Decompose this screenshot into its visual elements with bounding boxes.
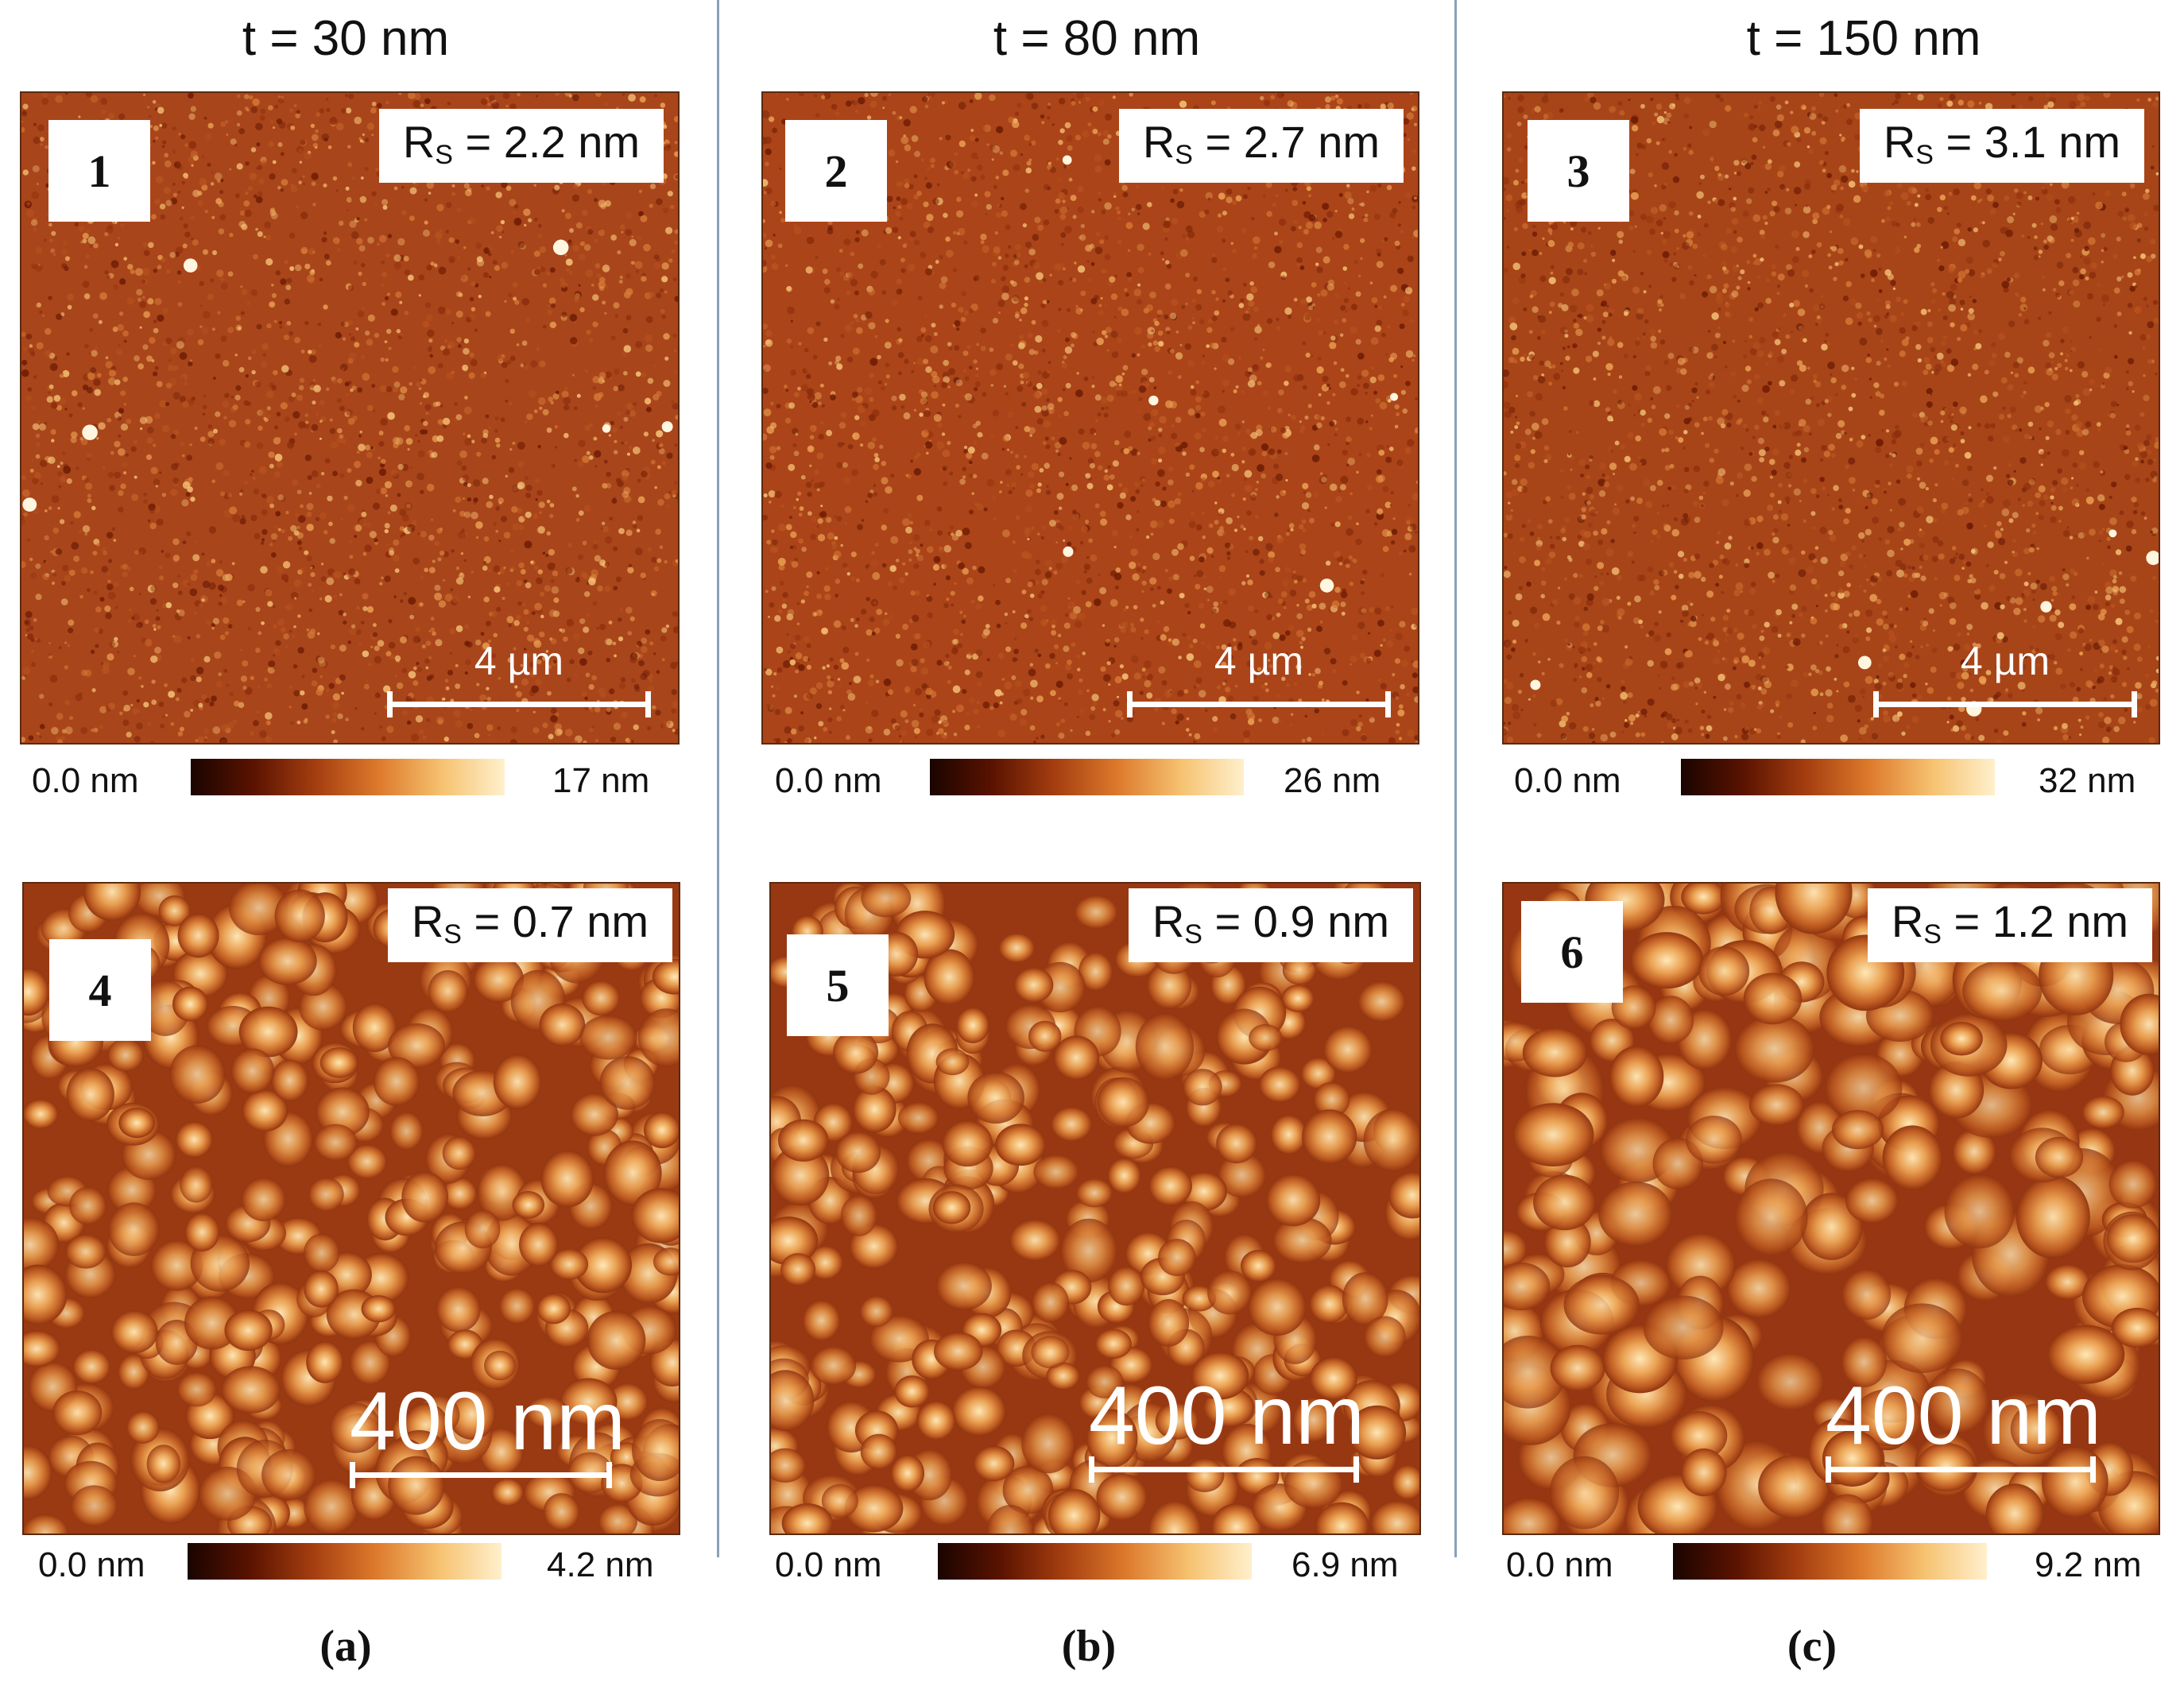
afm-texture [21, 93, 678, 743]
roughness-label-2: RS = 2.7 nm [1118, 109, 1404, 183]
color-scale-gradient [191, 759, 505, 795]
color-scale-gradient [1673, 1543, 1987, 1580]
scale-bar-line [1089, 1456, 1359, 1483]
scale-bar-line [387, 691, 651, 717]
panel-number-5: 5 [787, 934, 889, 1036]
column-title-c: t = 150 nm [1746, 11, 1981, 66]
scale-bar-line [350, 1462, 612, 1488]
scale-bar-3: 4 µm [1873, 639, 2137, 717]
scale-bar-label: 4 µm [474, 639, 564, 683]
scale-bar-1: 4 µm [387, 639, 651, 717]
color-scale-min: 0.0 nm [32, 761, 139, 800]
color-scale-gradient [1681, 759, 1995, 795]
roughness-label-3: RS = 3.1 nm [1859, 109, 2144, 183]
color-scale-max: 32 nm [2039, 761, 2136, 800]
afm-image-5: 5 RS = 0.9 nm 400 nm [769, 882, 1421, 1535]
panel-number-3: 3 [1528, 120, 1629, 222]
afm-image-4: 4 RS = 0.7 nm 400 nm [22, 882, 680, 1535]
scale-bar-label: 400 nm [1826, 1370, 2101, 1462]
color-scale-3: 0.0 nm 32 nm [1514, 759, 2142, 803]
column-divider-left [717, 0, 719, 1557]
color-scale-max: 4.2 nm [547, 1545, 654, 1584]
roughness-label-1: RS = 2.2 nm [378, 109, 664, 183]
afm-image-1: 1 RS = 2.2 nm 4 µm [20, 91, 680, 745]
afm-texture [763, 93, 1418, 743]
color-scale-min: 0.0 nm [775, 761, 882, 800]
scale-bar-line [1826, 1456, 2096, 1483]
subfigure-label-b: (b) [1061, 1622, 1117, 1671]
color-scale-min: 0.0 nm [775, 1545, 882, 1584]
subfigure-label-a: (a) [319, 1622, 372, 1671]
color-scale-min: 0.0 nm [1506, 1545, 1613, 1584]
scale-bar-5: 400 nm [1089, 1370, 1365, 1483]
scale-bar-6: 400 nm [1826, 1370, 2101, 1483]
afm-image-6: 6 RS = 1.2 nm 400 nm [1502, 882, 2160, 1535]
scale-bar-4: 400 nm [350, 1375, 625, 1488]
color-scale-max: 26 nm [1284, 761, 1381, 800]
scale-bar-line [1873, 691, 2137, 717]
column-title-a: t = 30 nm [242, 11, 450, 66]
color-scale-min: 0.0 nm [38, 1545, 145, 1584]
column-divider-right [1454, 0, 1457, 1557]
panel-number-2: 2 [785, 120, 887, 222]
panel-number-6: 6 [1521, 901, 1623, 1003]
color-scale-max: 9.2 nm [2035, 1545, 2142, 1584]
afm-image-2: 2 RS = 2.7 nm 4 µm [761, 91, 1419, 745]
color-scale-min: 0.0 nm [1514, 761, 1621, 800]
scale-bar-line [1127, 691, 1391, 717]
panel-number-4: 4 [49, 939, 151, 1041]
color-scale-max: 17 nm [552, 761, 650, 800]
roughness-label-6: RS = 1.2 nm [1867, 888, 2152, 962]
color-scale-gradient [930, 759, 1244, 795]
subfigure-label-c: (c) [1787, 1622, 1837, 1671]
color-scale-gradient [938, 1543, 1252, 1580]
scale-bar-label: 4 µm [1214, 639, 1304, 683]
panel-number-1: 1 [48, 120, 150, 222]
scale-bar-label: 4 µm [1960, 639, 2050, 683]
scale-bar-label: 400 nm [1089, 1370, 1365, 1462]
roughness-label-4: RS = 0.7 nm [387, 888, 672, 962]
color-scale-4: 0.0 nm 4.2 nm [38, 1543, 674, 1588]
color-scale-1: 0.0 nm 17 nm [32, 759, 660, 803]
roughness-label-5: RS = 0.9 nm [1128, 888, 1413, 962]
afm-image-3: 3 RS = 3.1 nm 4 µm [1502, 91, 2160, 745]
color-scale-gradient [188, 1543, 501, 1580]
scale-bar-2: 4 µm [1127, 639, 1391, 717]
color-scale-5: 0.0 nm 6.9 nm [775, 1543, 1411, 1588]
color-scale-6: 0.0 nm 9.2 nm [1506, 1543, 2150, 1588]
scale-bar-label: 400 nm [350, 1375, 625, 1468]
column-title-b: t = 80 nm [993, 11, 1201, 66]
afm-texture [771, 884, 1419, 1533]
color-scale-2: 0.0 nm 26 nm [775, 759, 1403, 803]
color-scale-max: 6.9 nm [1291, 1545, 1399, 1584]
